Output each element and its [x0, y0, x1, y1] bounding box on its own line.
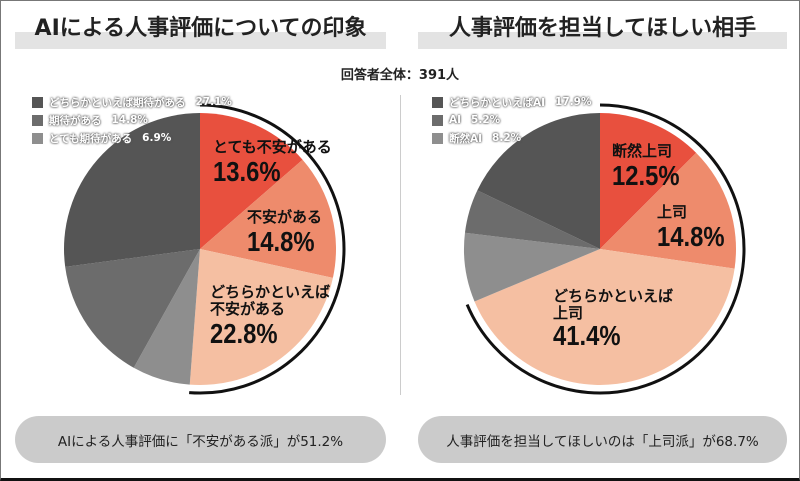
legend-item: AI 5.2%: [432, 111, 591, 129]
legend-pct: 14.8%: [111, 114, 148, 126]
legend-item: どちらかといえば期待がある 27.1%: [32, 93, 232, 111]
highlight-arc: [189, 103, 346, 395]
legend-pct: 5.2%: [471, 114, 501, 126]
pie-slice: [477, 113, 600, 249]
legend-pct: 27.1%: [195, 96, 232, 108]
pie-slice: [464, 190, 600, 249]
slice-pct: 14.8%: [247, 226, 315, 257]
summary-left: AIによる人事評価に「不安がある派」が51.2%: [15, 416, 386, 463]
slice-pct: 13.6%: [213, 156, 281, 187]
pie-slice: [63, 113, 200, 267]
slice-pct: 41.4%: [553, 320, 621, 351]
title-highlight-left: [15, 32, 386, 49]
respondents-count: 回答者全体：391人: [340, 68, 460, 83]
legend-swatch: [32, 96, 43, 108]
legend-label: AI: [449, 114, 462, 126]
pie-slice: [600, 113, 697, 249]
legend-item: とても期待がある 6.9%: [32, 129, 232, 147]
pie-slice: [600, 152, 736, 269]
legend-swatch: [32, 114, 43, 126]
summary-right: 人事評価を担当してほしいのは「上司派」が68.7%: [418, 416, 787, 463]
title-highlight-right: [418, 32, 787, 49]
slice-pct: 14.8%: [657, 221, 725, 252]
legend-item: 期待がある 14.8%: [32, 111, 232, 129]
legend-left: どちらかといえば期待がある 27.1% 期待がある 14.8% とても期待がある 6.…: [32, 93, 232, 147]
legend-swatch: [432, 96, 443, 108]
pie-slice: [200, 159, 336, 278]
legend-label: どちらかといえば期待がある: [49, 96, 186, 109]
legend-label: 断然AI: [449, 132, 483, 145]
legend-pct: 8.2%: [492, 132, 522, 144]
legend-label: 期待がある: [49, 114, 102, 127]
slice-label: どちらかといえば 上司: [553, 287, 674, 322]
slice-label: 上司: [657, 203, 688, 221]
pie-slice: [464, 232, 600, 302]
slice-label: 断然上司: [612, 142, 673, 160]
highlight-arc: [465, 103, 746, 395]
slice-pct: 22.8%: [210, 318, 278, 349]
divider: [400, 95, 401, 395]
legend-pct: 17.9%: [555, 96, 592, 108]
legend-item: どちらかといえばAI 17.9%: [432, 93, 591, 111]
legend-swatch: [432, 132, 443, 144]
legend-swatch: [432, 114, 443, 126]
pie-slice: [133, 249, 200, 385]
pie-slice: [189, 249, 333, 385]
legend-label: とても期待がある: [49, 132, 133, 145]
slice-pct: 12.5%: [612, 160, 680, 191]
legend-right: どちらかといえばAI 17.9% AI 5.2% 断然AI 8.2%: [432, 93, 591, 147]
legend-item: 断然AI 8.2%: [432, 129, 591, 147]
legend-swatch: [32, 132, 43, 144]
slice-label: 不安がある: [247, 208, 323, 226]
pie-slice: [200, 113, 303, 249]
chart-title-left: AIによる人事評価についての印象: [34, 16, 367, 41]
chart-title-right: 人事評価を担当してほしい相手: [448, 16, 757, 41]
slice-label: とても不安がある: [213, 138, 332, 156]
legend-label: どちらかといえばAI: [449, 96, 546, 109]
pie-slice: [65, 249, 200, 368]
pie-slice: [474, 249, 735, 386]
slice-label: どちらかといえば 不安がある: [210, 283, 331, 318]
legend-pct: 6.9%: [142, 132, 172, 144]
